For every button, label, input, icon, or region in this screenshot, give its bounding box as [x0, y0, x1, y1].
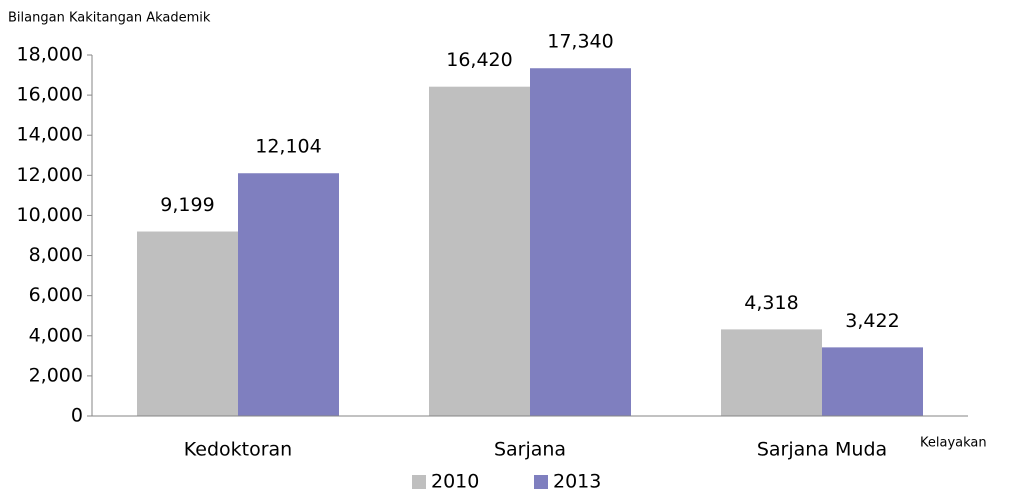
y-tick-label: 14,000 [17, 124, 83, 146]
y-tick-label: 6,000 [29, 284, 83, 306]
y-tick-label: 10,000 [17, 204, 83, 226]
y-tick-label: 4,000 [29, 324, 83, 346]
y-tick-label: 2,000 [29, 364, 83, 386]
y-tick-label: 12,000 [17, 164, 83, 186]
data-label: 3,422 [845, 310, 899, 332]
data-label: 16,420 [446, 49, 512, 71]
x-tick-label: Sarjana Muda [757, 439, 887, 461]
y-tick-label: 0 [71, 405, 83, 427]
data-label: 9,199 [160, 194, 214, 216]
legend-label: 2010 [431, 471, 479, 493]
bar [429, 86, 530, 416]
y-tick-label: 18,000 [17, 44, 83, 66]
bar [721, 329, 822, 416]
legend-swatch [412, 475, 426, 489]
y-axis-label: Bilangan Kakitangan Akademik [8, 11, 211, 26]
x-tick-label: Sarjana [494, 439, 566, 461]
bar [137, 231, 238, 416]
bar [530, 68, 631, 416]
data-label: 12,104 [255, 136, 321, 158]
y-tick-label: 8,000 [29, 244, 83, 266]
x-axis-label: Kelayakan [920, 436, 987, 451]
data-label: 17,340 [547, 31, 613, 53]
x-tick-label: Kedoktoran [184, 439, 292, 461]
legend-swatch [534, 475, 548, 489]
legend-label: 2013 [553, 471, 601, 493]
bar [238, 173, 339, 416]
y-tick-label: 16,000 [17, 84, 83, 106]
data-label: 4,318 [744, 292, 798, 314]
bar [822, 347, 923, 416]
